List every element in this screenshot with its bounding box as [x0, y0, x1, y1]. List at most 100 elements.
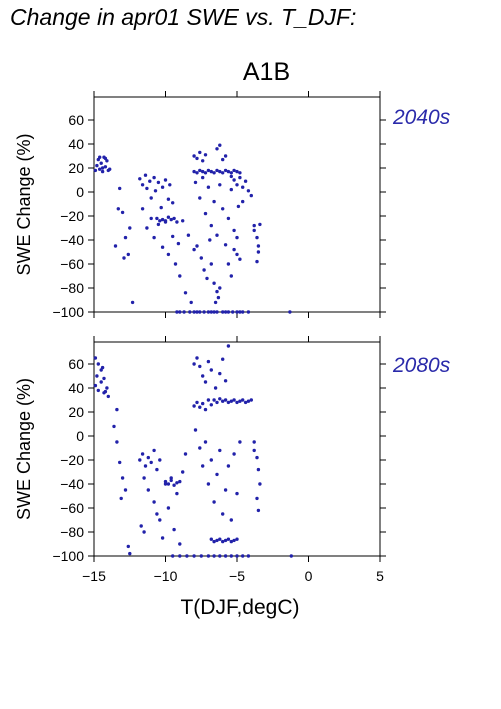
data-point	[122, 256, 126, 260]
data-point	[203, 153, 208, 157]
data-point	[198, 310, 202, 314]
data-point	[232, 228, 236, 233]
data-point	[201, 175, 205, 180]
data-point	[226, 537, 231, 541]
data-point	[99, 161, 103, 165]
data-point	[149, 460, 153, 465]
data-point	[103, 165, 108, 169]
data-point	[203, 407, 208, 412]
data-point	[198, 446, 202, 450]
data-point	[152, 500, 156, 504]
data-point	[215, 168, 219, 173]
scenario-title: A1B	[242, 58, 291, 86]
plot-frame	[93, 96, 381, 313]
data-point	[156, 222, 161, 227]
data-point	[229, 554, 233, 558]
data-point	[148, 179, 152, 183]
data-point	[218, 286, 222, 290]
data-point	[112, 424, 116, 429]
y-tick-label: 40	[68, 136, 84, 152]
data-point	[163, 220, 168, 224]
data-point	[192, 310, 196, 314]
data-point	[215, 233, 219, 237]
data-point	[209, 403, 213, 407]
data-point	[171, 554, 175, 558]
data-point	[235, 252, 239, 257]
data-point	[238, 399, 242, 403]
data-point	[208, 238, 212, 242]
data-point	[218, 554, 222, 558]
data-point	[215, 289, 219, 294]
data-point	[218, 371, 222, 376]
data-point	[192, 169, 196, 174]
data-point	[202, 268, 206, 272]
data-point	[236, 204, 241, 209]
data-point	[223, 310, 228, 314]
data-point	[169, 217, 173, 222]
x-tick-label: 5	[376, 568, 384, 584]
y-tick-label: −80	[60, 280, 84, 296]
x-tick-label: −5	[229, 568, 245, 584]
y-tick-label: −20	[60, 452, 84, 468]
data-point	[255, 235, 259, 240]
data-point	[212, 539, 216, 544]
data-point	[168, 183, 172, 187]
data-point	[235, 400, 239, 405]
data-point	[212, 199, 216, 204]
data-point	[206, 310, 211, 314]
data-point	[192, 362, 196, 366]
y-tick-label: −100	[52, 548, 84, 564]
data-point	[235, 491, 239, 496]
data-point	[221, 399, 225, 403]
data-point	[171, 234, 175, 239]
data-point	[212, 310, 216, 314]
y-tick-label: 20	[68, 404, 84, 420]
y-tick-label: 60	[68, 356, 84, 372]
data-point	[172, 216, 176, 221]
data-point	[140, 183, 145, 187]
data-point	[232, 538, 236, 543]
data-point	[223, 538, 228, 543]
x-tick-label: −15	[82, 568, 106, 584]
y-tick-label: 0	[76, 428, 84, 444]
data-point	[192, 404, 196, 408]
data-point	[152, 175, 156, 180]
data-point	[181, 470, 185, 474]
data-point	[209, 262, 213, 266]
data-point	[192, 154, 196, 158]
data-point	[201, 159, 205, 163]
data-point	[158, 219, 162, 223]
y-tick-label: −80	[60, 524, 84, 540]
data-point	[126, 252, 130, 257]
data-point	[221, 207, 225, 211]
data-point	[142, 530, 146, 534]
data-point	[206, 359, 211, 364]
data-point	[115, 440, 119, 444]
x-tick-label: 0	[305, 568, 313, 584]
data-point	[95, 374, 99, 378]
data-point	[252, 228, 256, 233]
data-point	[138, 177, 142, 181]
data-point	[152, 235, 156, 240]
data-point	[163, 482, 168, 486]
data-point	[249, 398, 253, 402]
data-point	[209, 458, 213, 462]
data-point	[146, 455, 150, 460]
data-point	[156, 180, 161, 185]
data-point	[256, 508, 261, 513]
data-point	[249, 193, 253, 198]
data-point	[193, 428, 198, 432]
data-point	[160, 536, 165, 540]
y-tick-label: −60	[60, 500, 84, 516]
data-point	[226, 262, 231, 266]
data-point	[100, 365, 105, 370]
data-point	[140, 207, 145, 211]
data-point	[209, 169, 213, 174]
data-point	[256, 244, 261, 248]
data-point	[172, 483, 176, 487]
data-point	[209, 310, 213, 314]
data-point	[93, 383, 98, 388]
data-point	[128, 551, 132, 556]
data-point	[149, 216, 153, 221]
data-point	[116, 207, 121, 211]
